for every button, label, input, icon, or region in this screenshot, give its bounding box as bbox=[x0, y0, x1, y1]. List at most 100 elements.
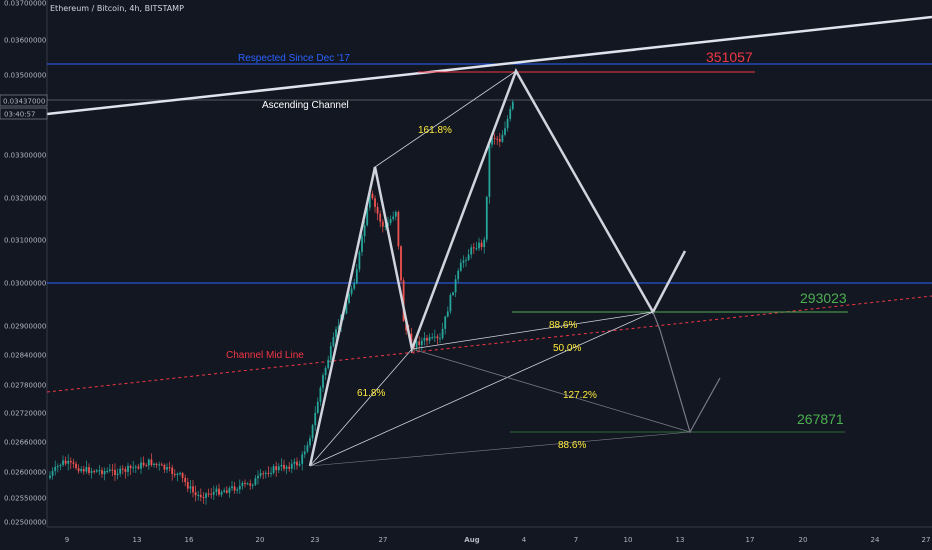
price-tick-label: 0.03200000 bbox=[4, 195, 46, 203]
candle-body bbox=[488, 144, 491, 197]
candle-body bbox=[376, 206, 379, 214]
candle-body bbox=[241, 482, 244, 486]
candle-body bbox=[288, 466, 291, 469]
candle-body bbox=[119, 468, 122, 474]
candle-body bbox=[309, 438, 311, 446]
candle-body bbox=[215, 488, 218, 492]
candle-body bbox=[366, 207, 369, 226]
candle-body bbox=[205, 493, 207, 498]
candle-body bbox=[246, 483, 249, 485]
candle-body bbox=[410, 333, 413, 345]
candle-body bbox=[277, 466, 280, 471]
candle-body bbox=[496, 138, 499, 140]
candle-body bbox=[353, 283, 356, 289]
candle-body bbox=[249, 483, 252, 486]
candle-body bbox=[462, 260, 465, 263]
candle-body bbox=[142, 462, 145, 466]
price-tick-label: 0.02500000 bbox=[4, 519, 46, 527]
candle-body bbox=[80, 469, 83, 472]
price-tick-label: 0.03300000 bbox=[4, 152, 46, 160]
candle-body bbox=[49, 475, 51, 478]
respected-label: Respected Since Dec '17 bbox=[238, 53, 350, 64]
candle-body bbox=[179, 473, 181, 475]
time-tick-label: 20 bbox=[256, 536, 265, 544]
candle-body bbox=[498, 139, 501, 142]
candle-body bbox=[491, 137, 493, 145]
candle-body bbox=[189, 486, 192, 489]
candle-body bbox=[418, 341, 421, 346]
candle-body bbox=[311, 425, 314, 439]
timer-badge bbox=[0, 107, 48, 120]
candle-body bbox=[202, 497, 205, 499]
ascending-channel-line[interactable] bbox=[46, 15, 932, 116]
candle-body bbox=[114, 469, 116, 475]
price-tick-label: 0.02900000 bbox=[4, 323, 46, 331]
candle-body bbox=[467, 254, 470, 260]
time-tick-label: 10 bbox=[624, 536, 633, 544]
candle-body bbox=[480, 242, 483, 248]
candle-body bbox=[134, 466, 137, 468]
candle-body bbox=[426, 337, 428, 341]
candle-body bbox=[449, 295, 452, 312]
candle-body bbox=[335, 329, 337, 338]
projected-legs[interactable] bbox=[652, 311, 721, 434]
channel-mid-line[interactable] bbox=[46, 295, 932, 393]
candle-body bbox=[485, 196, 488, 240]
price-tick-label: 0.03000000 bbox=[4, 280, 46, 288]
price-tick-label: 0.02720000 bbox=[4, 410, 46, 418]
fib-diagonal-bd bbox=[411, 311, 654, 350]
candle-body bbox=[108, 469, 111, 471]
fib-diagonal-xb bbox=[309, 348, 413, 467]
price-tick-label: 0.03500000 bbox=[4, 72, 46, 80]
target-high-label: 351057 bbox=[706, 49, 753, 65]
candle-body bbox=[56, 466, 59, 468]
time-tick-label: 17 bbox=[746, 536, 755, 544]
candle-body bbox=[329, 346, 332, 360]
time-tick-label: Aug bbox=[464, 536, 479, 544]
current-price-badge[interactable] bbox=[0, 94, 48, 107]
timer-text: 03:40:57 bbox=[4, 111, 35, 119]
candle-body bbox=[324, 368, 327, 376]
candle-body bbox=[371, 193, 374, 199]
candle-body bbox=[290, 463, 293, 469]
price-axis[interactable]: 0.03700000 0.03600000 0.03500000 0.03300000… bbox=[4, 0, 46, 527]
time-tick-label: 7 bbox=[574, 536, 578, 544]
candle-body bbox=[402, 280, 405, 321]
candle-body bbox=[111, 469, 114, 471]
candle-body bbox=[303, 451, 306, 455]
candle-body bbox=[439, 338, 441, 340]
candle-body bbox=[212, 491, 215, 495]
candle-body bbox=[153, 463, 155, 465]
candle-body bbox=[465, 259, 467, 261]
candle-body bbox=[51, 470, 54, 476]
candle-body bbox=[90, 471, 93, 473]
candle-body bbox=[181, 473, 184, 478]
candle-body bbox=[452, 292, 454, 296]
candle-body bbox=[319, 387, 322, 402]
candle-body bbox=[160, 464, 163, 466]
candle-body bbox=[262, 473, 265, 475]
candle-body bbox=[316, 401, 319, 413]
candle-body bbox=[244, 482, 246, 484]
candle-body bbox=[59, 464, 62, 467]
candle-body bbox=[171, 467, 174, 475]
candle-body bbox=[314, 412, 317, 426]
harmonic-pattern[interactable] bbox=[308, 68, 721, 467]
candle-body bbox=[433, 336, 436, 338]
candle-body bbox=[298, 463, 301, 466]
candle-body bbox=[381, 221, 384, 227]
candle-body bbox=[428, 337, 431, 341]
pattern-legs[interactable] bbox=[308, 68, 687, 467]
candle-body bbox=[459, 262, 462, 271]
candle-body bbox=[509, 108, 512, 119]
candle-body bbox=[392, 216, 395, 219]
candle-body bbox=[361, 236, 363, 252]
time-tick-label: 13 bbox=[676, 536, 685, 544]
time-axis[interactable]: 9 13 16 20 23 27 Aug 4 7 10 13 17 20 24 27 bbox=[65, 536, 931, 544]
candle-body bbox=[472, 247, 475, 249]
candle-body bbox=[493, 137, 496, 139]
candle-body bbox=[379, 213, 382, 222]
time-tick-label: 23 bbox=[311, 536, 320, 544]
candle-body bbox=[254, 478, 257, 485]
